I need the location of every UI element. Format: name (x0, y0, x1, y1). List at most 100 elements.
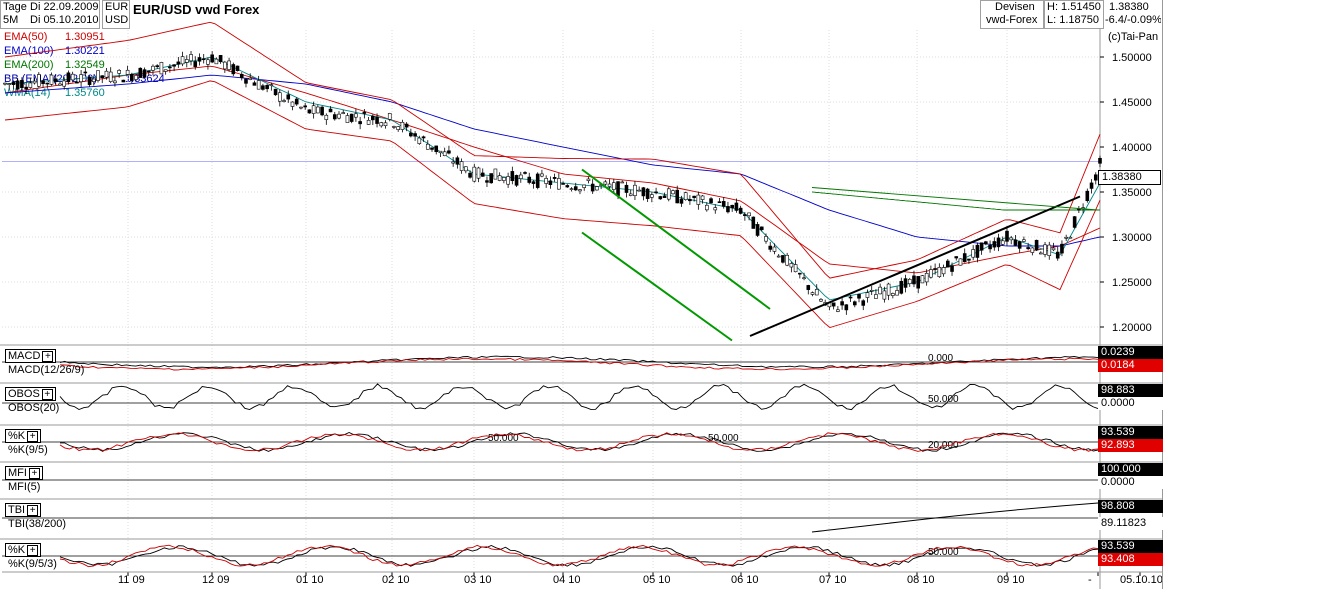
indicator-line (59, 544, 1099, 568)
bollinger-upper (4, 21, 1101, 279)
candle-up (700, 195, 705, 200)
copyright-label: (c)Tai-Pan (1108, 31, 1159, 43)
panel-expand-button[interactable]: + (28, 467, 40, 479)
candle-up (971, 249, 975, 258)
candle-down (239, 74, 244, 78)
candle-down (201, 58, 206, 61)
candle-down (768, 245, 773, 250)
candle-up (1039, 252, 1043, 255)
candle-up (1068, 236, 1073, 239)
candle-down (527, 176, 532, 183)
candle-up (1051, 247, 1056, 251)
legend-value: 1.35760 (65, 87, 105, 99)
candle-up (683, 192, 688, 200)
candle-up (70, 73, 75, 81)
panel-value: 98.883 (1098, 384, 1163, 397)
candle-down (903, 278, 908, 288)
candle-down (658, 196, 663, 200)
candle-down (447, 150, 451, 154)
candle-down (573, 186, 578, 191)
candle-down (679, 198, 684, 204)
candle-up (819, 299, 823, 302)
change-value: -6.4/-0.09% (1105, 14, 1161, 26)
panel-expand-button[interactable]: + (27, 544, 39, 556)
period-label: Tage (3, 1, 27, 13)
candle-up (612, 182, 616, 190)
trendline-support (749, 195, 1081, 337)
candle-up (125, 69, 130, 75)
legend-label: EMA(50) (4, 31, 48, 43)
candle-up (108, 71, 113, 82)
candle-up (476, 167, 481, 179)
x-tick-label: 09 10 (997, 574, 1025, 586)
candle-up (747, 212, 751, 217)
trendline-channel-upper (581, 168, 771, 310)
candle-up (874, 294, 878, 299)
candle-up (958, 258, 963, 266)
candle-down (523, 172, 527, 174)
candle-up (163, 69, 168, 72)
current-price-tag: 1.38380 (1098, 170, 1161, 185)
candle-up (37, 74, 41, 87)
candle-down (721, 201, 726, 207)
candle-up (113, 80, 117, 84)
candle-down (172, 64, 176, 67)
candle-down (265, 85, 269, 90)
candle-down (1072, 216, 1077, 228)
trendlines (581, 168, 1099, 342)
panel-expand-button[interactable]: + (41, 388, 53, 400)
candle-up (785, 254, 789, 266)
panel-label: TBI(38/200) (8, 518, 67, 530)
candle-up (650, 194, 654, 198)
candle-down (692, 195, 696, 198)
panel-expand-button[interactable]: + (27, 430, 39, 442)
candle-up (886, 283, 891, 296)
candle-up (1043, 244, 1047, 255)
candle-down (912, 275, 916, 285)
candle-down (552, 177, 557, 179)
candle-down (303, 105, 307, 108)
candle-down (100, 75, 105, 79)
candle-down (1089, 182, 1094, 189)
y-axis: 1.50000 1.45000 1.40000 1.35000 1.30000 1.250… (1100, 52, 1152, 334)
candle-down (899, 280, 904, 294)
candle-down (130, 73, 134, 81)
candle-down (371, 115, 375, 121)
candle-down (996, 237, 1001, 248)
panel-name-1: OBOS + (5, 387, 56, 401)
candle-up (32, 80, 37, 84)
chart-grid (2, 28, 1101, 589)
candle-up (502, 177, 506, 181)
candle-down (41, 80, 45, 84)
candle-up (607, 183, 612, 187)
indicator-line (60, 432, 1099, 452)
x-tick-label: 12 09 (202, 574, 230, 586)
candle-down (349, 113, 354, 122)
candle-up (929, 269, 933, 278)
x-tick-label: 11 09 (118, 574, 145, 586)
candle-down (1093, 174, 1098, 181)
candle-down (75, 81, 79, 84)
x-tick-label: 07 10 (819, 574, 847, 586)
high-value: H: 1.51450 (1047, 1, 1101, 13)
candle-down (535, 173, 540, 188)
y-tick-label: 1.30000 (1112, 232, 1152, 244)
candle-up (1064, 236, 1068, 239)
panel-expand-button[interactable]: + (42, 350, 54, 362)
candle-up (354, 113, 358, 118)
x-tick-label: 06 10 (731, 574, 759, 586)
candle-down (962, 253, 967, 263)
candle-up (278, 92, 282, 102)
legend-label: EMA(100) (4, 45, 54, 57)
candle-up (865, 292, 870, 298)
date-range-box (0, 0, 100, 29)
candle-down (852, 301, 857, 306)
candle-up (776, 255, 781, 258)
candle-down (20, 79, 24, 88)
panel-name-0: MACD + (5, 349, 57, 363)
candle-up (248, 77, 253, 80)
panel-expand-button[interactable]: + (27, 504, 39, 516)
candle-up (907, 278, 912, 284)
candle-down (307, 109, 312, 114)
